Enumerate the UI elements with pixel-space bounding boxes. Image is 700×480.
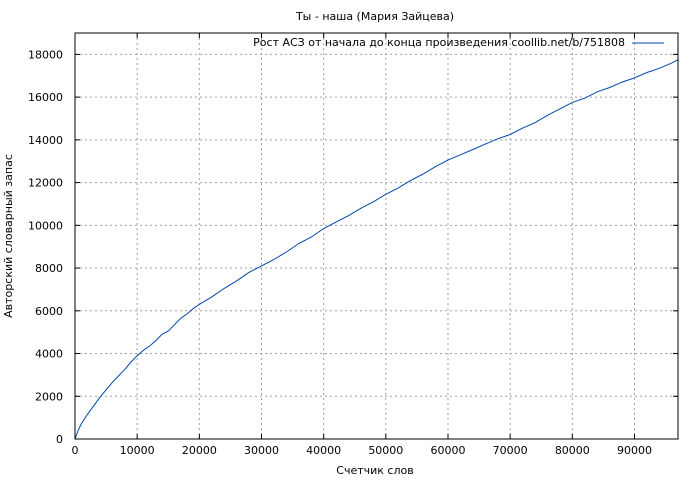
y-tick-label: 2000 [35,390,63,403]
x-tick-label: 60000 [430,444,465,457]
x-axis-title: Счетчик слов [336,464,413,477]
y-tick-label: 18000 [28,48,63,61]
y-axis-title: Авторский словарный запас [2,154,15,318]
x-tick-label: 20000 [182,444,217,457]
legend-label: Рост АСЗ от начала до конца произведения… [253,36,625,49]
x-tick-label: 10000 [120,444,155,457]
series-line [74,59,679,440]
y-tick-label: 8000 [35,262,63,275]
axis-ticks: 0 10000 20000 30000 40000 50000 60000 70000 8000… [28,33,678,457]
x-tick-label: 70000 [493,444,528,457]
y-tick-label: 14000 [28,134,63,147]
x-tick-label: 30000 [244,444,279,457]
x-tick-label: 90000 [617,444,652,457]
x-tick-label: 40000 [306,444,341,457]
y-tick-label: 16000 [28,91,63,104]
series-layer [74,59,679,440]
chart-title: Ты - наша (Мария Зайцева) [295,10,454,23]
plot-frame [74,32,679,440]
x-tick-label: 80000 [555,444,590,457]
y-tick-label: 4000 [35,348,63,361]
grid [75,33,678,439]
x-tick-label: 0 [72,444,79,457]
x-tick-label: 50000 [368,444,403,457]
y-tick-label: 6000 [35,305,63,318]
y-tick-label: 0 [56,433,63,446]
y-tick-label: 10000 [28,219,63,232]
legend: Рост АСЗ от начала до конца произведения… [253,36,664,49]
y-tick-label: 12000 [28,177,63,190]
